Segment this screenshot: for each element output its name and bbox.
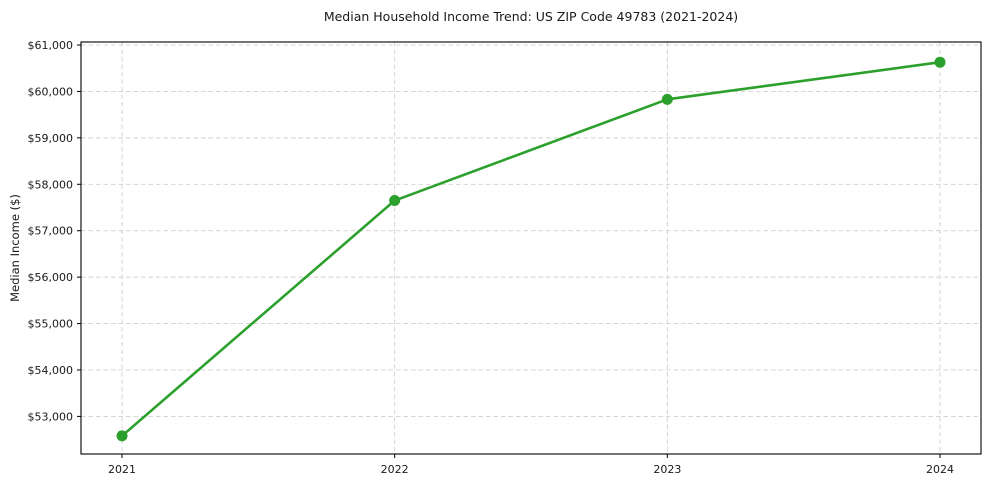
data-point <box>116 430 128 442</box>
y-tick-label: $61,000 <box>28 39 74 52</box>
y-tick-label: $59,000 <box>28 132 74 145</box>
y-tick-label: $57,000 <box>28 225 74 238</box>
axes-frame <box>80 41 982 455</box>
data-line <box>120 60 942 438</box>
y-tick-label: $60,000 <box>28 85 74 98</box>
data-point <box>389 195 401 207</box>
x-tick-label: 2024 <box>926 463 954 476</box>
data-point <box>661 93 673 105</box>
y-tick-label: $55,000 <box>28 318 74 331</box>
chart-title: Median Household Income Trend: US ZIP Co… <box>323 9 739 24</box>
x-tick-label: 2021 <box>108 463 136 476</box>
x-tick-label: 2022 <box>381 463 409 476</box>
y-tick-label: $54,000 <box>28 364 74 377</box>
y-tick-label: $56,000 <box>28 271 74 284</box>
x-tick-label: 2023 <box>653 463 681 476</box>
y-tick-label: $53,000 <box>28 410 74 423</box>
y-tick-label: $58,000 <box>28 178 74 191</box>
data-point <box>934 56 946 68</box>
